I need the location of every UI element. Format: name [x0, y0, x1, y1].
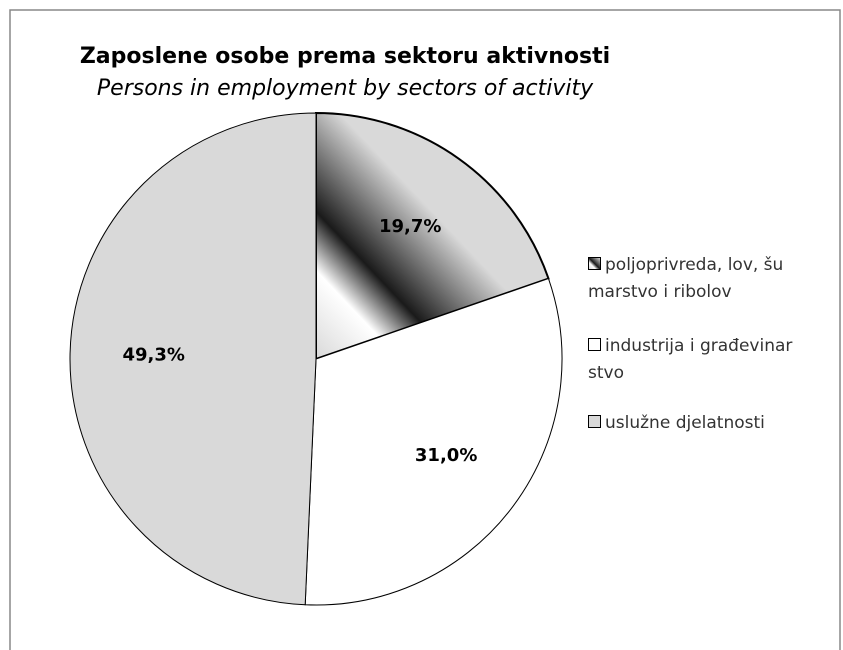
legend-item: poljoprivreda, lov, šumarstvo i ribolov	[588, 252, 793, 306]
legend-label: uslužne djelatnosti	[605, 413, 765, 433]
legend-item: industrija i građevinarstvo	[588, 333, 793, 387]
pie-slice	[304, 277, 563, 606]
legend-swatch	[588, 257, 601, 270]
legend-swatch	[588, 338, 601, 351]
data-label: 19,7%	[379, 216, 441, 237]
legend-label: industrija i građevinarstvo	[588, 336, 793, 383]
data-label: 31,0%	[415, 445, 477, 466]
pie-slice	[69, 112, 317, 606]
legend-label: poljoprivreda, lov, šumarstvo i ribolov	[588, 255, 784, 302]
chart-subtitle: Persons in employment by sectors of acti…	[97, 76, 594, 101]
legend-swatch	[588, 415, 601, 428]
chart-border	[9, 9, 841, 650]
data-label: 49,3%	[122, 344, 184, 365]
pie-slice	[315, 111, 550, 361]
legend-item: uslužne djelatnosti	[588, 410, 793, 437]
chart-title: Zaposlene osobe prema sektoru aktivnosti	[80, 44, 610, 69]
